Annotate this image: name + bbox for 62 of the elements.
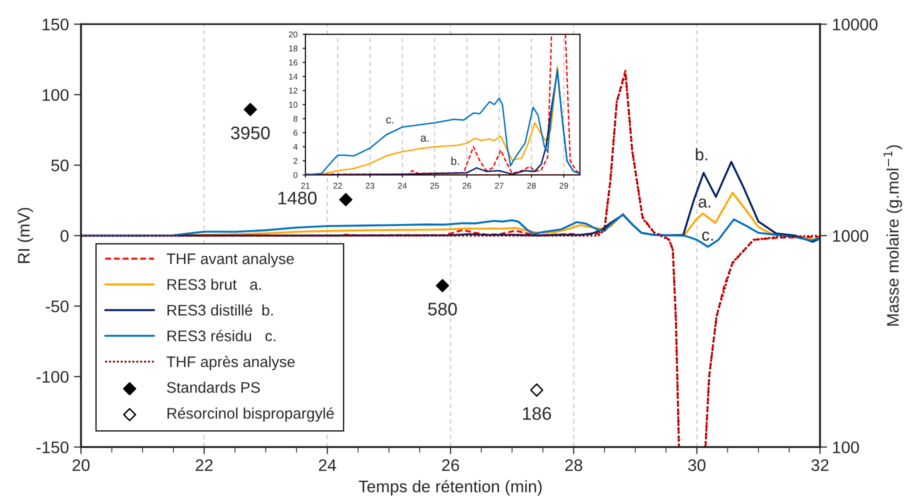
legend-label: THF après analyse — [166, 356, 295, 370]
x-axis-title: Temps de rétention (min) — [358, 480, 542, 496]
data-label: 186 — [523, 407, 551, 420]
y-tick-label: 10 — [289, 102, 298, 108]
x-tick-label: 24 — [398, 182, 407, 189]
y-tick-label: 18 — [289, 46, 298, 52]
legend-label: RES3 distillé b. — [168, 304, 273, 316]
x-tick-label: 30 — [688, 459, 706, 472]
y-tick-label: 2 — [294, 158, 298, 164]
annotation: a. — [420, 136, 429, 142]
y-tick-label: 0 — [60, 230, 69, 242]
y-tick-label: 12 — [289, 88, 298, 94]
legend-label: Standards PS — [166, 382, 260, 393]
point — [436, 279, 450, 292]
annotation: b. — [451, 156, 459, 165]
x-tick-label: 21 — [301, 182, 310, 189]
y-tick-label: -150 — [36, 441, 69, 454]
x-tick-label: 29 — [560, 182, 568, 189]
y2-tick-label: 1000 — [833, 230, 868, 242]
y-tick-label: 0 — [293, 172, 298, 178]
x-tick-label: 24 — [318, 459, 336, 471]
legend-label: THF avant analyse — [166, 252, 294, 268]
y-tick-label: 20 — [288, 31, 298, 38]
y-tick-label: 6 — [294, 130, 298, 136]
line-series — [80, 214, 820, 248]
data-label: 3950 — [230, 126, 270, 140]
point — [244, 102, 257, 116]
x-tick-label: 25 — [430, 182, 439, 189]
data-label: 580 — [428, 302, 457, 316]
y-tick-label: 4 — [293, 144, 298, 150]
point — [530, 383, 544, 397]
data-label: 1480 — [278, 192, 317, 204]
annotation: a. — [698, 198, 710, 208]
y-tick-label: 150 — [42, 18, 69, 30]
y-tick-label: 50 — [51, 160, 69, 172]
legend-label: RES3 résidu c. — [168, 330, 276, 342]
x-tick-label: 22 — [334, 182, 342, 189]
y-tick-label: -100 — [36, 370, 69, 383]
y-tick-label: 14 — [289, 74, 298, 80]
y-axis-title: RI (mV) — [18, 208, 34, 263]
x-tick-label: 28 — [527, 182, 536, 189]
annotation: c. — [702, 232, 713, 241]
x-tick-label: 20 — [72, 459, 90, 472]
legend-label: RES3 brut a. — [168, 278, 261, 290]
y-tick-label: 8 — [294, 116, 298, 122]
y2-tick-label: 10000 — [833, 18, 878, 30]
point — [339, 193, 352, 206]
annotation: b. — [696, 148, 708, 160]
x-tick-label: 27 — [494, 182, 504, 189]
y2-axis-title: Masse molaire (g.mol$^{−1}$) — [884, 145, 902, 326]
x-tick-label: 26 — [462, 182, 472, 189]
annotation: c. — [386, 117, 394, 124]
y-tick-label: -50 — [46, 300, 69, 312]
x-tick-label: 22 — [196, 459, 213, 471]
y2-tick-label: 100 — [833, 441, 859, 454]
y-tick-label: 100 — [42, 89, 69, 101]
legend-label: Résorcinol bispropargylé — [168, 407, 334, 422]
x-tick-label: 32 — [811, 459, 828, 472]
y-tick-label: 16 — [289, 60, 298, 66]
x-tick-label: 28 — [565, 459, 582, 472]
x-tick-label: 23 — [366, 182, 374, 189]
x-tick-label: 26 — [442, 459, 460, 472]
